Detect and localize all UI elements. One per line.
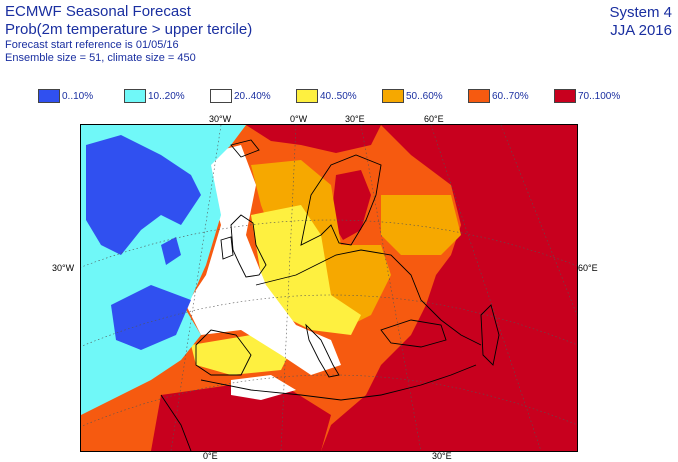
coast-britain bbox=[230, 214, 267, 278]
lat-label-left-30w: 30°W bbox=[52, 263, 75, 273]
region-50-60-east bbox=[381, 195, 461, 255]
legend-swatch-3 bbox=[296, 89, 318, 103]
coast-europe bbox=[255, 249, 482, 346]
coast-med bbox=[200, 364, 477, 401]
system-info: System 4 JJA 2016 bbox=[609, 4, 672, 40]
coast-iceland bbox=[230, 139, 260, 158]
coastlines bbox=[160, 139, 500, 451]
region-0-10-patch-1 bbox=[161, 237, 181, 265]
region-0-10-patch-2 bbox=[111, 285, 191, 350]
legend-label-1: 10..20% bbox=[148, 90, 185, 102]
legend-item-0: 0..10% bbox=[38, 89, 93, 103]
legend-label-0: 0..10% bbox=[62, 90, 94, 102]
region-20-40-nafrica bbox=[231, 375, 296, 400]
legend-label-3: 40..50% bbox=[320, 90, 357, 102]
legend: 0..10% 10..20% 20..40% 40..50% 50..60% 6… bbox=[38, 89, 638, 103]
coast-scandinavia bbox=[300, 154, 382, 246]
forecast-reference: Forecast start reference is 01/05/16 bbox=[5, 39, 179, 51]
legend-label-4: 50..60% bbox=[406, 90, 443, 102]
lat-label-right-60e: 60°E bbox=[578, 263, 598, 273]
lon-label-top-30e: 30°E bbox=[345, 114, 365, 124]
coast-iberia bbox=[195, 329, 252, 376]
coast-caspian bbox=[480, 304, 500, 366]
coast-blacksea bbox=[380, 319, 447, 348]
legend-label-6: 70..100% bbox=[578, 90, 621, 102]
system-label: System 4 bbox=[609, 4, 672, 21]
coast-africa bbox=[160, 394, 192, 451]
legend-swatch-1 bbox=[124, 89, 146, 103]
legend-swatch-5 bbox=[468, 89, 490, 103]
map-canvas bbox=[81, 125, 577, 451]
region-0-10 bbox=[86, 135, 201, 255]
legend-swatch-4 bbox=[382, 89, 404, 103]
legend-item-3: 40..50% bbox=[296, 89, 357, 103]
region-70-100-north bbox=[246, 125, 381, 153]
legend-label-2: 20..40% bbox=[234, 90, 271, 102]
legend-swatch-0 bbox=[38, 89, 60, 103]
coast-ireland bbox=[220, 236, 234, 260]
header: ECMWF Seasonal Forecast Prob(2m temperat… bbox=[5, 4, 252, 64]
lon-label-bottom-0e: 0°E bbox=[203, 451, 218, 461]
season-label: JJA 2016 bbox=[610, 22, 672, 39]
ensemble-size: Ensemble size = 51, climate size = 450 bbox=[5, 52, 196, 64]
graticule bbox=[81, 125, 577, 451]
legend-item-6: 70..100% bbox=[554, 89, 620, 103]
lon-label-top-60e: 60°E bbox=[424, 114, 444, 124]
coast-italy bbox=[305, 323, 340, 378]
probability-map bbox=[80, 124, 578, 452]
legend-item-5: 60..70% bbox=[468, 89, 529, 103]
region-70-100-east bbox=[321, 125, 577, 451]
lon-label-bottom-30e: 30°E bbox=[432, 451, 452, 461]
map-subtitle: Prob(2m temperature > upper tercile) bbox=[5, 21, 253, 38]
legend-item-4: 50..60% bbox=[382, 89, 443, 103]
region-70-100-nafrica bbox=[151, 385, 331, 451]
lon-label-top-0w: 0°W bbox=[290, 114, 308, 124]
legend-item-1: 10..20% bbox=[124, 89, 185, 103]
region-20-40 bbox=[186, 145, 341, 375]
region-70-100-scandinavia bbox=[331, 170, 371, 240]
map-title: ECMWF Seasonal Forecast bbox=[5, 3, 191, 20]
legend-label-5: 60..70% bbox=[492, 90, 529, 102]
legend-swatch-6 bbox=[554, 89, 576, 103]
lon-label-top-30w: 30°W bbox=[209, 114, 232, 124]
legend-item-2: 20..40% bbox=[210, 89, 271, 103]
legend-swatch-2 bbox=[210, 89, 232, 103]
